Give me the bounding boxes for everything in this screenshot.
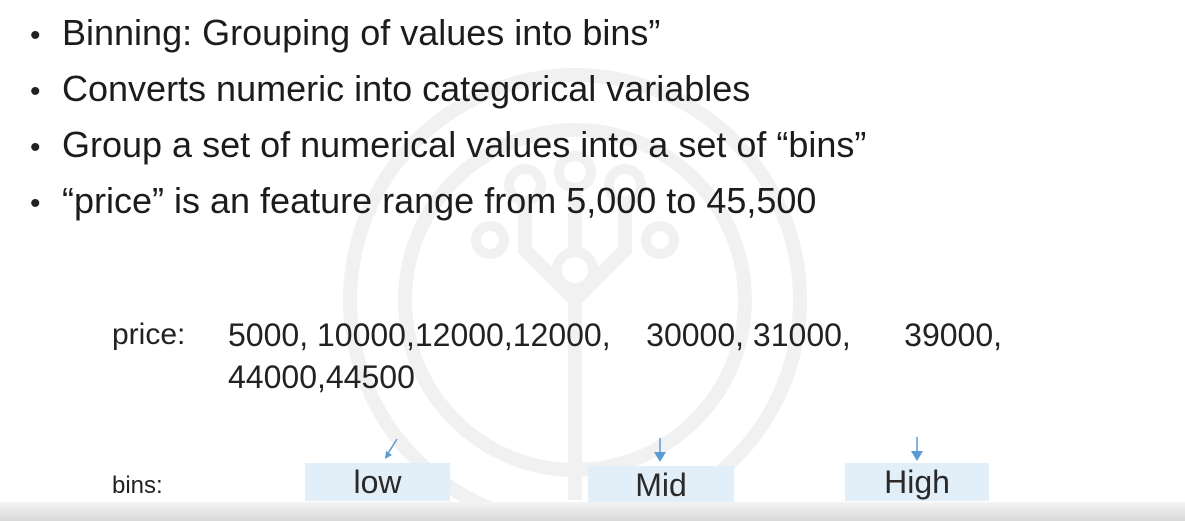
bullet-item: • Group a set of numerical values into a … xyxy=(30,120,866,176)
bullet-item: • Converts numeric into categorical varia… xyxy=(30,64,866,120)
bullet-text: “price” is an feature range from 5,000 t… xyxy=(62,180,817,221)
bullet-list: • Binning: Grouping of values into bins” … xyxy=(30,8,866,232)
bullet-text: Binning: Grouping of values into bins” xyxy=(62,12,661,53)
bottom-bar xyxy=(0,502,1185,521)
bin-low: low xyxy=(305,463,450,501)
price-values-line-2: 44000,44500 xyxy=(228,359,415,395)
bins-label: bins: xyxy=(112,472,163,499)
bullet-text: Converts numeric into categorical variab… xyxy=(62,68,751,109)
bin-high: High xyxy=(845,463,989,501)
price-values-line-1: 5000, 10000,12000,12000, 30000, 31000, 3… xyxy=(228,317,1003,353)
arrow-down-icon xyxy=(654,438,666,462)
bullet-text: Group a set of numerical values into a s… xyxy=(62,124,867,165)
bullet-dot-icon: • xyxy=(30,75,41,108)
arrow-down-left-icon xyxy=(385,438,398,459)
price-label: price: xyxy=(112,318,186,351)
arrow-down-icon xyxy=(911,437,923,461)
bullet-dot-icon: • xyxy=(30,187,41,220)
bin-mid: Mid xyxy=(588,466,734,504)
price-values: 5000, 10000,12000,12000, 30000, 31000, 3… xyxy=(228,314,1002,398)
bullet-item: • “price” is an feature range from 5,000 … xyxy=(30,176,866,232)
bullet-dot-icon: • xyxy=(30,131,41,164)
bullet-item: • Binning: Grouping of values into bins” xyxy=(30,8,866,64)
bullet-dot-icon: • xyxy=(30,19,41,52)
